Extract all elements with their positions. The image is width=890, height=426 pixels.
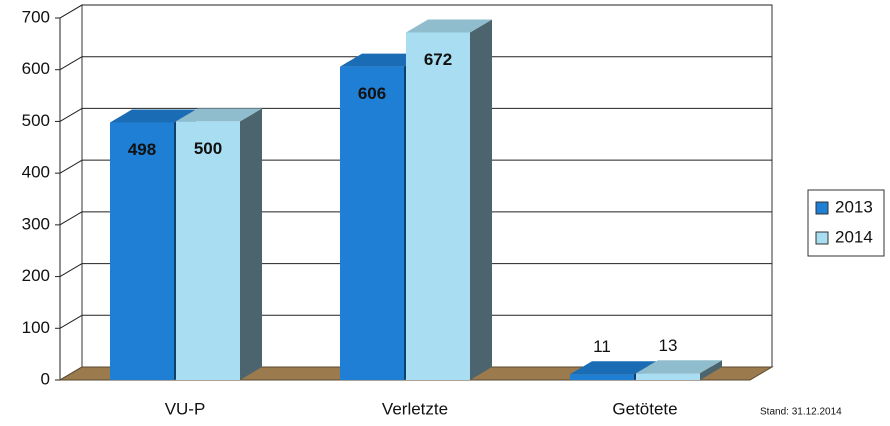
bar bbox=[110, 122, 174, 380]
grid-line bbox=[59, 56, 83, 71]
y-tick-label: 300 bbox=[22, 214, 50, 233]
legend-swatch bbox=[815, 231, 829, 245]
grid-line bbox=[59, 4, 83, 19]
x-tick-label: Verletzte bbox=[382, 399, 448, 418]
bar-top bbox=[340, 53, 426, 67]
data-label: 672 bbox=[424, 50, 452, 69]
grid-line bbox=[59, 159, 83, 174]
bar bbox=[340, 66, 404, 381]
legend-box bbox=[807, 189, 885, 257]
side-wall bbox=[59, 4, 83, 381]
bar-top bbox=[636, 360, 722, 374]
data-label: 606 bbox=[358, 84, 386, 103]
y-tick-label: 400 bbox=[22, 163, 50, 182]
bar bbox=[636, 373, 700, 380]
y-tick-label: 200 bbox=[22, 266, 50, 285]
bar-top bbox=[176, 108, 262, 122]
annotation: Stand: 31.12.2014 bbox=[760, 407, 842, 418]
grid-line bbox=[59, 211, 83, 226]
y-tick-label: 700 bbox=[22, 7, 50, 26]
grid-line bbox=[59, 107, 83, 122]
x-tick-label: VU-P bbox=[165, 399, 206, 418]
data-label: 13 bbox=[659, 336, 678, 355]
x-tick-label: Getötete bbox=[612, 399, 677, 418]
bar-side bbox=[470, 19, 492, 380]
y-tick-label: 500 bbox=[22, 111, 50, 130]
y-tick-label: 600 bbox=[22, 59, 50, 78]
grid-line bbox=[59, 314, 83, 329]
bar-side bbox=[240, 108, 262, 380]
legend-swatch bbox=[815, 201, 829, 215]
data-label: 11 bbox=[593, 337, 611, 356]
bar-top bbox=[406, 19, 492, 33]
bar bbox=[570, 374, 634, 380]
legend-label: 2013 bbox=[835, 197, 873, 216]
grid-line bbox=[59, 263, 83, 278]
bar-top bbox=[570, 361, 656, 375]
y-tick-label: 0 bbox=[41, 369, 50, 388]
y-tick-label: 100 bbox=[22, 318, 50, 337]
bar-side bbox=[700, 360, 722, 380]
bar bbox=[176, 121, 240, 380]
data-label: 498 bbox=[128, 140, 156, 159]
data-label: 500 bbox=[194, 139, 222, 158]
bar bbox=[406, 32, 470, 380]
legend-label: 2014 bbox=[835, 227, 873, 246]
bar-top bbox=[110, 109, 196, 123]
